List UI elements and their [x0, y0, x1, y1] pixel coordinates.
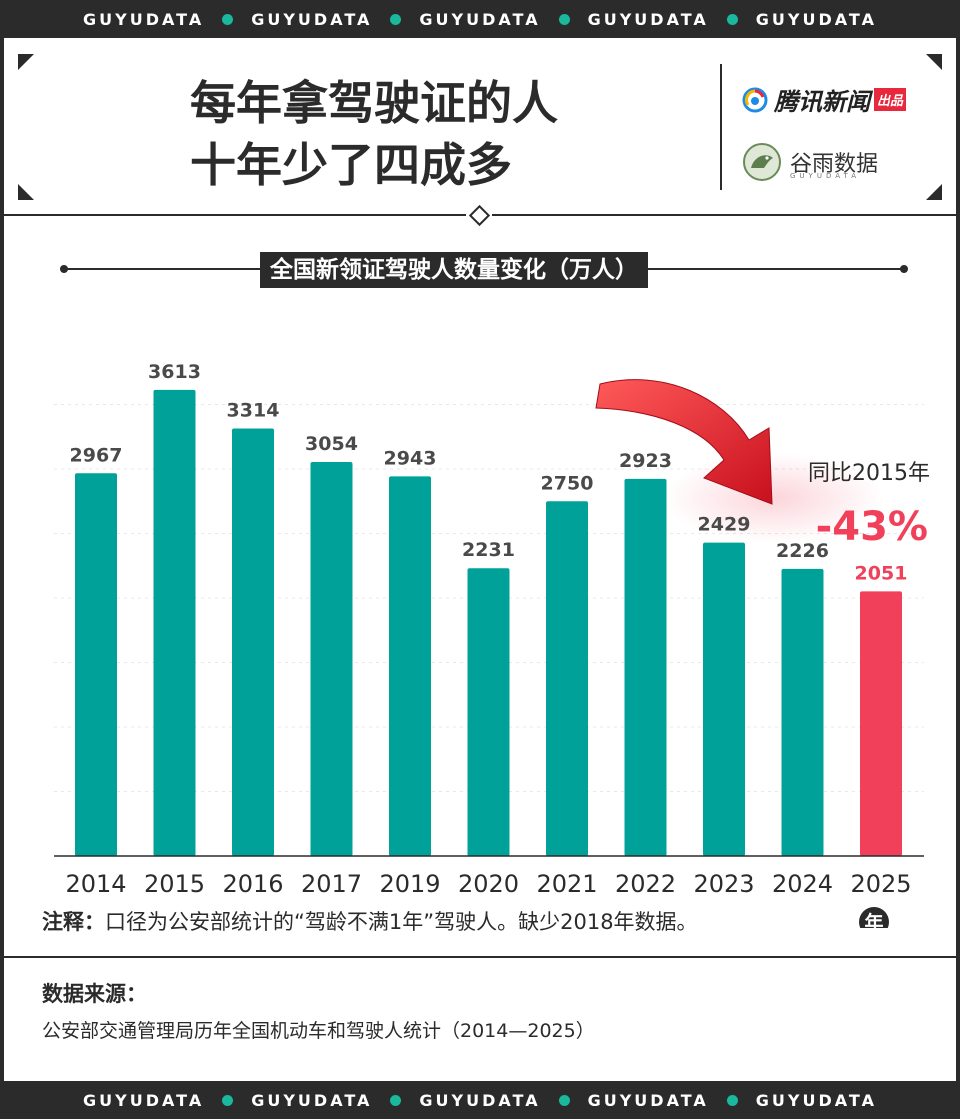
bar-2024 — [781, 568, 824, 856]
rule-dot — [900, 265, 908, 273]
corner-mark — [18, 184, 34, 200]
x-tick-2017: 2017 — [301, 870, 362, 898]
bar-2015 — [153, 389, 196, 856]
top-banner: GUYUDATA GUYUDATA GUYUDATA GUYUDATA GUYU… — [0, 0, 960, 38]
x-tick-2014: 2014 — [65, 870, 126, 898]
divider-ornament — [466, 204, 492, 227]
banner-dot — [726, 13, 738, 25]
value-label-2021: 2750 — [541, 472, 594, 494]
value-label-2019: 2943 — [384, 447, 437, 469]
header-separator — [720, 64, 722, 190]
banner-dot — [726, 1094, 738, 1106]
footnote-label: 注释： — [42, 910, 105, 934]
x-tick-2020: 2020 — [458, 870, 519, 898]
annotation-label: 同比2015年 — [808, 461, 930, 486]
bar-2019 — [389, 476, 431, 856]
banner-word: GUYUDATA — [419, 9, 541, 29]
x-tick-2019: 2019 — [379, 870, 440, 898]
banner-dot — [390, 13, 402, 25]
bar-2021 — [546, 501, 588, 856]
guyu-data-logo: 谷雨数据 GUYUDATA — [742, 142, 878, 182]
bar-2022 — [624, 478, 667, 856]
footnote: 注释：口径为公安部统计的“驾龄不满1年”驾驶人。缺少2018年数据。 — [42, 906, 698, 936]
source-text: 公安部交通管理局历年全国机动车和驾驶人统计（2014—2025） — [42, 1020, 595, 1042]
value-label-2025: 2051 — [855, 562, 908, 584]
bar-2020 — [467, 568, 510, 856]
bar-2023 — [703, 542, 745, 856]
value-label-2014: 2967 — [70, 444, 123, 466]
diamond-icon — [468, 204, 491, 227]
banner-word: GUYUDATA — [83, 9, 205, 29]
x-tick-2021: 2021 — [536, 870, 597, 898]
tencent-news-logo: 腾讯新闻 出品 — [742, 82, 907, 117]
infographic-card: 每年拿驾驶证的人 十年少了四成多 腾讯新闻 出品 谷雨数据 GUYUDATA 全… — [4, 38, 956, 1081]
x-tick-2023: 2023 — [693, 870, 754, 898]
value-label-2022: 2923 — [619, 450, 672, 472]
bar-chart: 2967 3613 3314 3054 2943 2231 2750 2923 2429 2226… — [54, 361, 930, 928]
banner-word: GUYUDATA — [251, 9, 373, 29]
banner-word: GUYUDATA — [755, 9, 877, 29]
banner-word: GUYUDATA — [587, 1090, 709, 1110]
x-tick-2022: 2022 — [615, 870, 676, 898]
sparrow-icon — [743, 143, 781, 181]
banner-dot — [390, 1094, 402, 1106]
guyu-data-en: GUYUDATA — [790, 172, 860, 180]
bar-2025 — [860, 591, 902, 856]
banner-dot — [222, 13, 234, 25]
banner-dot — [558, 13, 570, 25]
value-label-2017: 3054 — [305, 433, 358, 455]
headline-line2: 十年少了四成多 — [190, 138, 512, 192]
x-tick-2025: 2025 — [850, 870, 911, 898]
value-label-2016: 3314 — [227, 399, 280, 421]
banner-word: GUYUDATA — [419, 1090, 541, 1110]
x-tick-2015: 2015 — [144, 870, 205, 898]
headline-line1: 每年拿驾驶证的人 — [190, 76, 558, 130]
bottom-banner: GUYUDATA GUYUDATA GUYUDATA GUYUDATA GUYU… — [0, 1081, 960, 1119]
corner-mark — [926, 54, 942, 70]
corner-mark — [926, 184, 942, 200]
x-tick-2024: 2024 — [772, 870, 833, 898]
guyu-data-name: 谷雨数据 — [790, 152, 879, 177]
footer-divider — [4, 956, 956, 958]
value-label-2023: 2429 — [698, 514, 751, 536]
chart-title: 全国新领证驾驶人数量变化（万人） — [260, 252, 648, 288]
banner-word: GUYUDATA — [83, 1090, 205, 1110]
bar-2017 — [310, 462, 353, 856]
footnote-text: 口径为公安部统计的“驾龄不满1年”驾驶人。缺少2018年数据。 — [105, 910, 698, 934]
tencent-news-name: 腾讯新闻 — [774, 88, 870, 116]
corner-mark — [18, 54, 34, 70]
banner-word: GUYUDATA — [587, 9, 709, 29]
tencent-bell-icon — [742, 87, 768, 112]
rule-dot — [60, 265, 68, 273]
value-label-2024: 2226 — [776, 540, 829, 562]
x-tick-2016: 2016 — [222, 870, 283, 898]
x-unit-label: 年 — [864, 911, 883, 928]
banner-dot — [558, 1094, 570, 1106]
bar-2016 — [232, 428, 274, 856]
unit-badge — [859, 907, 889, 928]
bar-2014 — [75, 473, 117, 856]
value-label-2020: 2231 — [462, 539, 515, 561]
tencent-news-tag: 出品 — [874, 88, 907, 111]
source-label: 数据来源： — [42, 982, 147, 1006]
banner-dot — [222, 1094, 234, 1106]
banner-word: GUYUDATA — [251, 1090, 373, 1110]
banner-word: GUYUDATA — [755, 1090, 877, 1110]
annotation-percent: -43% — [816, 504, 928, 550]
value-label-2015: 3613 — [148, 361, 201, 383]
headline: 每年拿驾驶证的人 十年少了四成多 — [190, 72, 558, 196]
down-arrow-icon — [595, 379, 773, 505]
